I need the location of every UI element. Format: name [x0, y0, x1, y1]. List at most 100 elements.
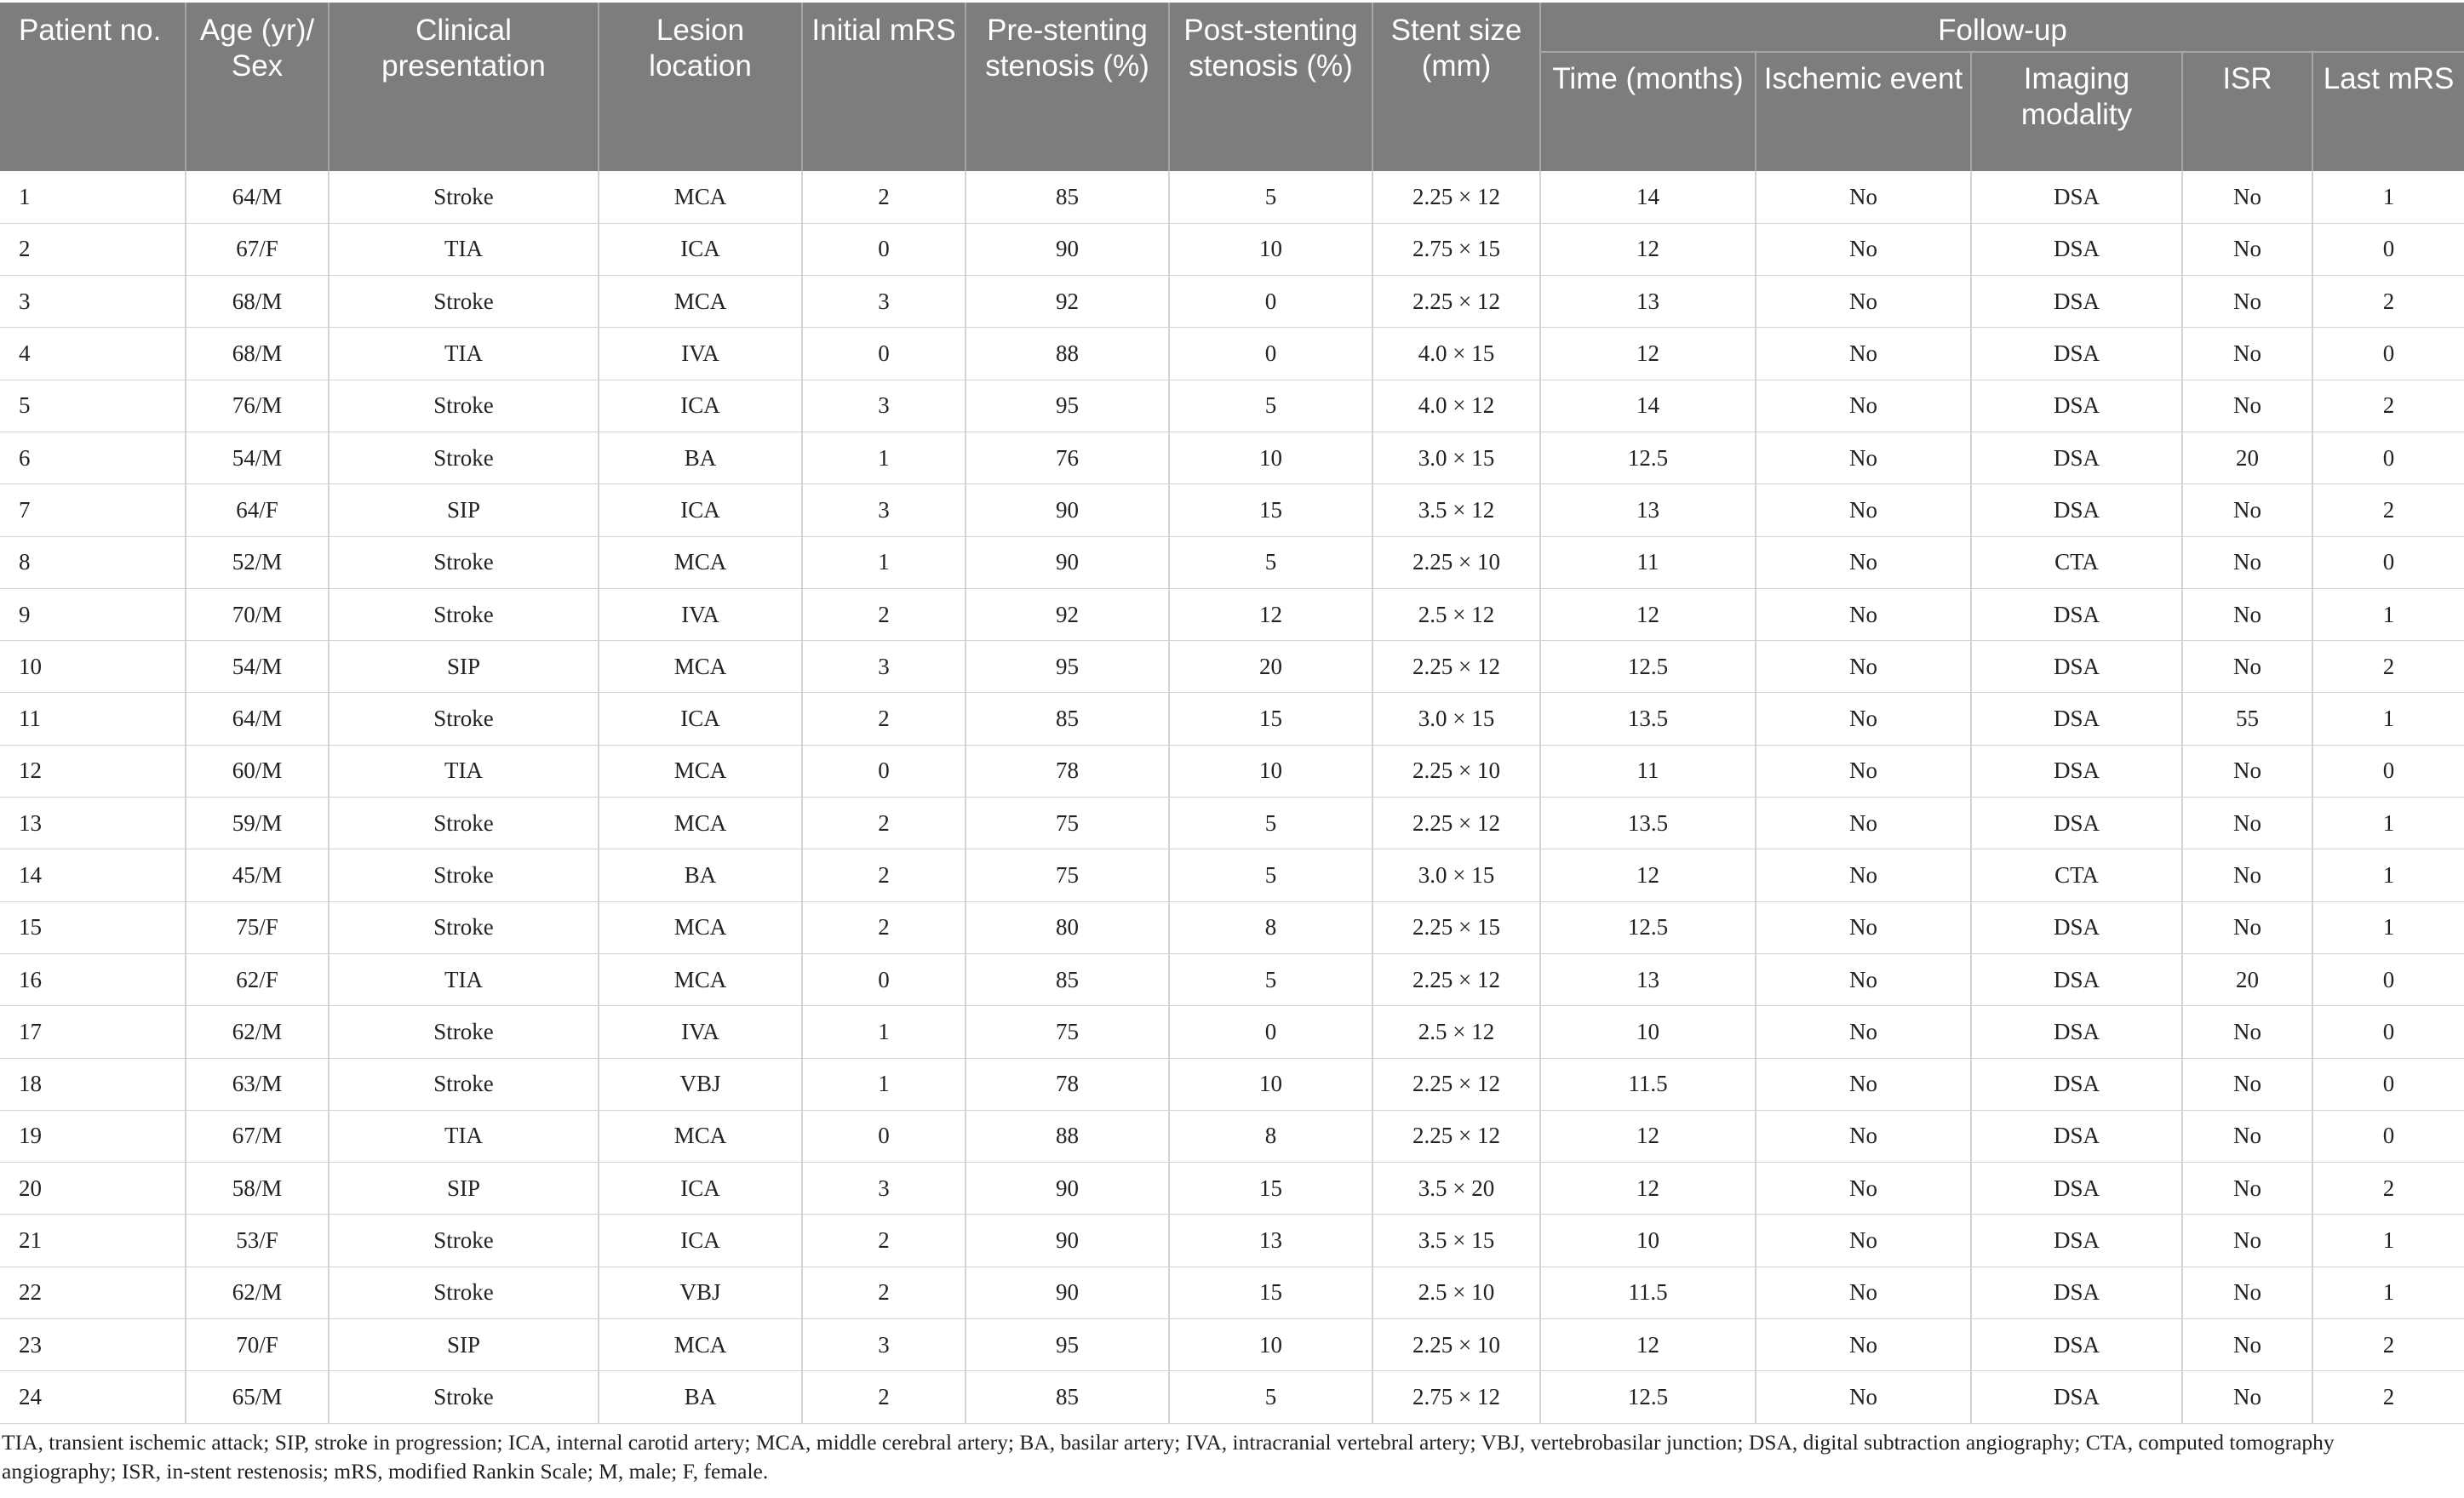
cell-clinical-presentation: Stroke: [328, 536, 599, 589]
cell-age-sex: 62/F: [185, 953, 329, 1007]
cell-lesion-location: MCA: [598, 640, 802, 694]
cell-last-mrs: 2: [2311, 1318, 2464, 1372]
header-age-sex: Age (yr)/ Sex: [185, 3, 329, 171]
cell-clinical-presentation: TIA: [328, 953, 599, 1007]
cell-age-sex: 59/M: [185, 797, 329, 850]
cell-patient-no: 13: [0, 797, 186, 850]
cell-ischemic-event: No: [1755, 1318, 1971, 1372]
cell-last-mrs: 2: [2311, 483, 2464, 537]
header-follow-up: Follow-up: [1539, 3, 2464, 53]
cell-isr: No: [2181, 588, 2312, 642]
cell-age-sex: 67/M: [185, 1110, 329, 1164]
table-row: 10 54/M SIP MCA 3 95 20 2.25 × 12 12.5 No DSA No 2: [0, 640, 2464, 694]
cell-follow-up-time: 14: [1539, 380, 1756, 432]
cell-initial-mrs: 3: [801, 275, 966, 329]
cell-post-stenting-stenosis: 15: [1168, 1266, 1372, 1320]
cell-age-sex: 62/M: [185, 1005, 329, 1059]
cell-age-sex: 67/F: [185, 223, 329, 277]
cell-pre-stenting-stenosis: 90: [965, 536, 1169, 589]
cell-imaging-modality: DSA: [1970, 432, 2182, 485]
cell-lesion-location: MCA: [598, 536, 802, 589]
cell-patient-no: 2: [0, 223, 186, 277]
cell-stent-size: 2.25 × 10: [1372, 745, 1540, 798]
cell-post-stenting-stenosis: 5: [1168, 797, 1372, 850]
cell-clinical-presentation: TIA: [328, 1110, 599, 1164]
cell-last-mrs: 0: [2311, 1058, 2464, 1111]
cell-imaging-modality: CTA: [1970, 849, 2182, 902]
cell-age-sex: 76/M: [185, 380, 329, 432]
cell-stent-size: 2.25 × 12: [1372, 640, 1540, 694]
cell-post-stenting-stenosis: 15: [1168, 1162, 1372, 1215]
cell-follow-up-time: 12.5: [1539, 432, 1756, 485]
cell-patient-no: 17: [0, 1005, 186, 1059]
cell-clinical-presentation: Stroke: [328, 692, 599, 746]
cell-clinical-presentation: Stroke: [328, 380, 599, 432]
cell-lesion-location: VBJ: [598, 1266, 802, 1320]
cell-last-mrs: 0: [2311, 327, 2464, 380]
cell-post-stenting-stenosis: 10: [1168, 432, 1372, 485]
cell-lesion-location: MCA: [598, 901, 802, 954]
cell-initial-mrs: 2: [801, 171, 966, 224]
cell-pre-stenting-stenosis: 78: [965, 745, 1169, 798]
cell-initial-mrs: 3: [801, 1318, 966, 1372]
table-row: 12 60/M TIA MCA 0 78 10 2.25 × 10 11 No DSA No 0: [0, 745, 2464, 798]
cell-initial-mrs: 0: [801, 327, 966, 380]
cell-lesion-location: ICA: [598, 483, 802, 537]
cell-imaging-modality: DSA: [1970, 640, 2182, 694]
cell-patient-no: 24: [0, 1370, 186, 1424]
cell-stent-size: 2.25 × 12: [1372, 1110, 1540, 1164]
cell-clinical-presentation: Stroke: [328, 1005, 599, 1059]
cell-clinical-presentation: SIP: [328, 483, 599, 537]
cell-initial-mrs: 2: [801, 901, 966, 954]
cell-pre-stenting-stenosis: 78: [965, 1058, 1169, 1111]
cell-initial-mrs: 2: [801, 1214, 966, 1267]
cell-ischemic-event: No: [1755, 1266, 1971, 1320]
cell-follow-up-time: 12: [1539, 1318, 1756, 1372]
cell-follow-up-time: 11: [1539, 745, 1756, 798]
cell-clinical-presentation: Stroke: [328, 171, 599, 224]
cell-last-mrs: 1: [2311, 588, 2464, 642]
cell-initial-mrs: 0: [801, 745, 966, 798]
cell-patient-no: 9: [0, 588, 186, 642]
cell-isr: No: [2181, 171, 2312, 224]
cell-stent-size: 2.25 × 10: [1372, 1318, 1540, 1372]
cell-pre-stenting-stenosis: 90: [965, 223, 1169, 277]
cell-isr: No: [2181, 223, 2312, 277]
cell-isr: No: [2181, 380, 2312, 432]
cell-clinical-presentation: TIA: [328, 223, 599, 277]
cell-isr: No: [2181, 1318, 2312, 1372]
cell-lesion-location: MCA: [598, 1110, 802, 1164]
cell-patient-no: 15: [0, 901, 186, 954]
cell-clinical-presentation: SIP: [328, 1162, 599, 1215]
cell-last-mrs: 0: [2311, 223, 2464, 277]
cell-isr: 55: [2181, 692, 2312, 746]
cell-post-stenting-stenosis: 8: [1168, 901, 1372, 954]
cell-pre-stenting-stenosis: 85: [965, 171, 1169, 224]
cell-initial-mrs: 3: [801, 640, 966, 694]
cell-lesion-location: ICA: [598, 692, 802, 746]
cell-initial-mrs: 1: [801, 536, 966, 589]
cell-ischemic-event: No: [1755, 432, 1971, 485]
cell-last-mrs: 1: [2311, 901, 2464, 954]
cell-lesion-location: ICA: [598, 1162, 802, 1215]
header-initial-mrs: Initial mRS: [801, 3, 966, 171]
cell-imaging-modality: DSA: [1970, 692, 2182, 746]
cell-follow-up-time: 13: [1539, 483, 1756, 537]
cell-ischemic-event: No: [1755, 327, 1971, 380]
cell-imaging-modality: DSA: [1970, 1266, 2182, 1320]
cell-pre-stenting-stenosis: 85: [965, 953, 1169, 1007]
cell-isr: 20: [2181, 432, 2312, 485]
cell-lesion-location: VBJ: [598, 1058, 802, 1111]
cell-isr: No: [2181, 849, 2312, 902]
cell-isr: No: [2181, 1162, 2312, 1215]
cell-pre-stenting-stenosis: 95: [965, 640, 1169, 694]
cell-age-sex: 60/M: [185, 745, 329, 798]
cell-pre-stenting-stenosis: 90: [965, 1162, 1169, 1215]
table-row: 1 64/M Stroke MCA 2 85 5 2.25 × 12 14 No DSA No 1: [0, 171, 2464, 224]
cell-stent-size: 2.25 × 12: [1372, 275, 1540, 329]
header-clinical-presentation: Clinical presentation: [328, 3, 599, 171]
cell-clinical-presentation: Stroke: [328, 1266, 599, 1320]
cell-initial-mrs: 3: [801, 380, 966, 432]
cell-follow-up-time: 12.5: [1539, 901, 1756, 954]
cell-imaging-modality: CTA: [1970, 536, 2182, 589]
